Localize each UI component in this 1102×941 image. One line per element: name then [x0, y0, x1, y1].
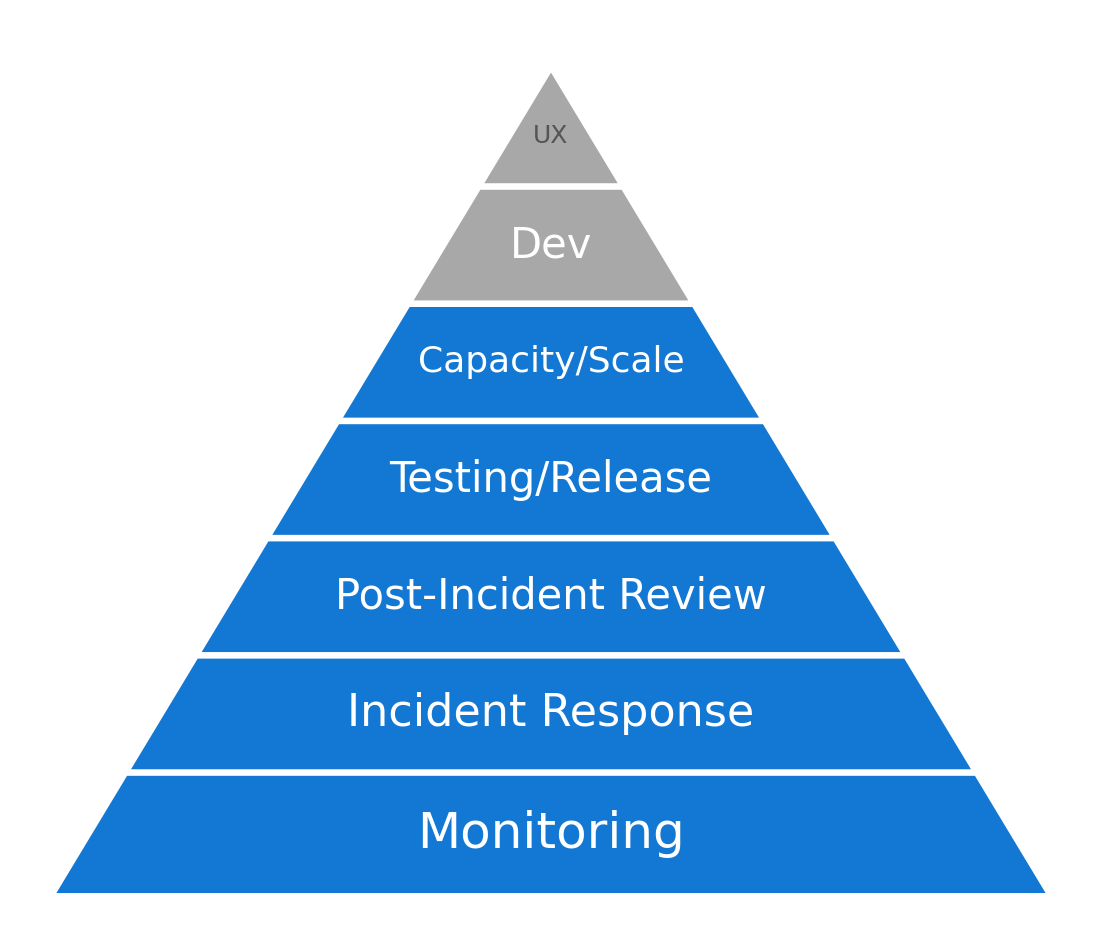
Text: UX: UX	[533, 124, 569, 148]
Polygon shape	[272, 424, 830, 534]
Text: Post-Incident Review: Post-Incident Review	[335, 576, 767, 617]
Text: Capacity/Scale: Capacity/Scale	[418, 345, 684, 379]
Polygon shape	[484, 72, 618, 183]
Polygon shape	[202, 541, 900, 652]
Text: Monitoring: Monitoring	[418, 810, 684, 858]
Polygon shape	[413, 190, 689, 300]
Text: Testing/Release: Testing/Release	[389, 458, 713, 501]
Text: Dev: Dev	[510, 224, 592, 266]
Text: Incident Response: Incident Response	[347, 693, 755, 736]
Polygon shape	[56, 775, 1046, 893]
Polygon shape	[131, 659, 971, 769]
Polygon shape	[343, 307, 759, 418]
